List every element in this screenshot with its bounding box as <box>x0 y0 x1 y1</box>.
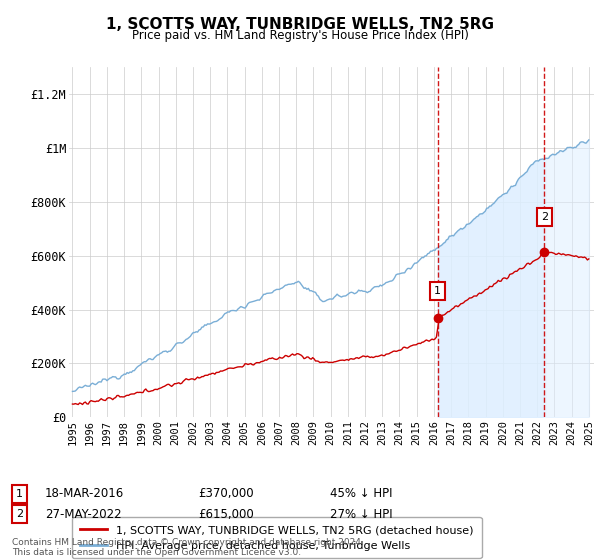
Text: 2: 2 <box>541 212 548 222</box>
Text: 18-MAR-2016: 18-MAR-2016 <box>45 487 124 501</box>
Text: £370,000: £370,000 <box>198 487 254 501</box>
Text: 1: 1 <box>434 286 441 296</box>
Text: £615,000: £615,000 <box>198 507 254 521</box>
Text: 45% ↓ HPI: 45% ↓ HPI <box>330 487 392 501</box>
Text: Contains HM Land Registry data © Crown copyright and database right 2024.
This d: Contains HM Land Registry data © Crown c… <box>12 538 364 557</box>
Text: 27-MAY-2022: 27-MAY-2022 <box>45 507 122 521</box>
Text: 1, SCOTTS WAY, TUNBRIDGE WELLS, TN2 5RG: 1, SCOTTS WAY, TUNBRIDGE WELLS, TN2 5RG <box>106 17 494 32</box>
Text: 1: 1 <box>16 489 23 499</box>
Text: 2: 2 <box>16 509 23 519</box>
Legend: 1, SCOTTS WAY, TUNBRIDGE WELLS, TN2 5RG (detached house), HPI: Average price, de: 1, SCOTTS WAY, TUNBRIDGE WELLS, TN2 5RG … <box>72 517 482 558</box>
Text: Price paid vs. HM Land Registry's House Price Index (HPI): Price paid vs. HM Land Registry's House … <box>131 29 469 42</box>
Text: 27% ↓ HPI: 27% ↓ HPI <box>330 507 392 521</box>
